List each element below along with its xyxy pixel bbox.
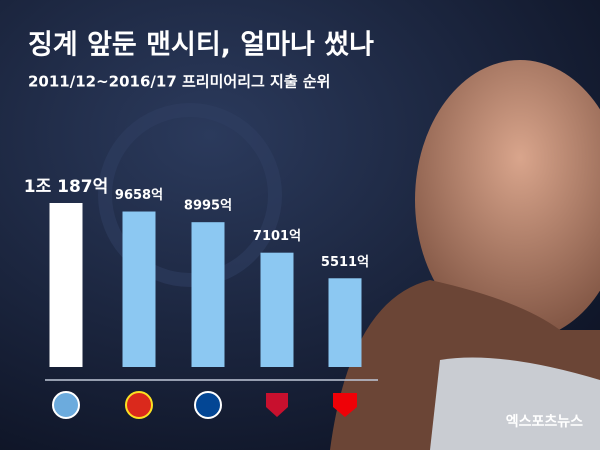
bar: [49, 203, 83, 367]
value-label: 1조 187억: [24, 177, 109, 197]
watermark: 엑스포츠뉴스: [506, 413, 583, 430]
value-label: 8995억: [184, 199, 232, 214]
bar: [122, 211, 156, 367]
value-label: 7101억: [253, 229, 301, 244]
chart-subtitle: 2011/12~2016/17 프리미어리그 지출 순위: [28, 73, 330, 91]
person-photo: [330, 60, 600, 450]
crest-shadow: [98, 103, 282, 287]
bar: [260, 252, 294, 367]
bar: [191, 222, 225, 367]
bar: [328, 278, 362, 367]
value-label: 5511억: [321, 255, 369, 270]
chart-title: 징계 앞둔 맨시티, 얼마나 썼나: [28, 30, 374, 61]
club-logos: [52, 391, 357, 419]
value-label: 9658억: [115, 188, 163, 203]
